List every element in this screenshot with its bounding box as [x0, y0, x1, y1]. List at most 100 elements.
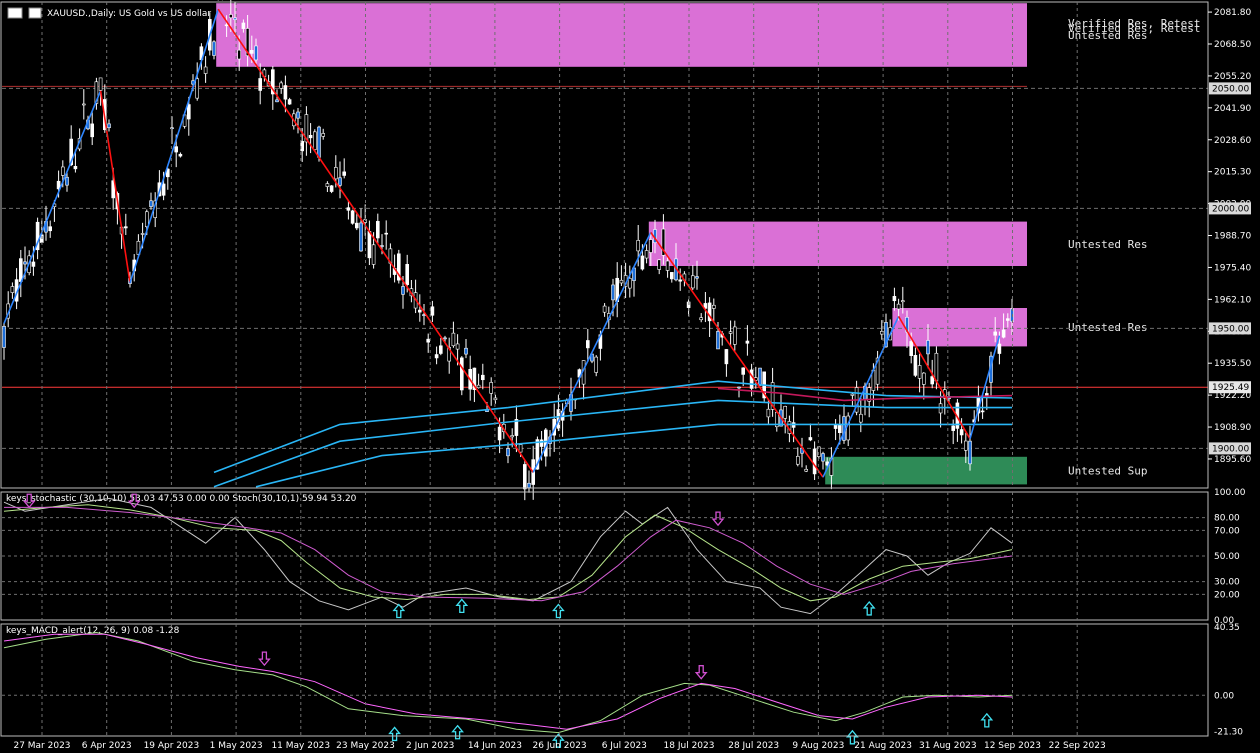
y-tick-label: 2055.20: [1214, 72, 1251, 82]
zigzag-segment: [99, 90, 131, 283]
zone-label: Untested Res: [1068, 238, 1147, 251]
candle-body: [535, 439, 540, 470]
candle-body: [648, 239, 653, 253]
zigzag-segment: [532, 232, 652, 473]
arrow-down-icon: [711, 511, 725, 527]
stoch-green: [3, 504, 1013, 602]
candle-body: [275, 99, 279, 103]
candle-body: [695, 276, 699, 279]
candle-body: [60, 166, 65, 176]
candle-body: [23, 261, 27, 265]
candle-body: [1005, 318, 1010, 321]
candle-body: [585, 340, 590, 349]
candle-body: [174, 146, 178, 153]
candle-body: [472, 367, 477, 390]
candle-body: [766, 408, 771, 418]
y-tick-label: 1922.20: [1214, 391, 1251, 401]
candle-body: [69, 138, 73, 166]
x-tick-label: 27 Mar 2023: [13, 741, 70, 751]
candle-body: [690, 275, 695, 289]
candle-body: [296, 111, 300, 119]
candle-body: [657, 259, 662, 270]
candle-body: [678, 279, 683, 282]
arrow-up-icon: [552, 603, 565, 619]
y-tick-label: 1895.60: [1214, 455, 1251, 465]
candle-body: [350, 210, 355, 224]
macd-tick-label: 40.35: [1214, 623, 1240, 633]
zone-label: Untested Sup: [1068, 465, 1147, 478]
candle-body: [804, 468, 809, 472]
x-tick-label: 18 Jul 2023: [664, 741, 715, 751]
macd-panel[interactable]: keys_MACD_alert(12, 26, 9) 0.08 -1.28: [2, 626, 1208, 748]
zigzag-segment: [822, 316, 900, 478]
candle-body: [884, 322, 888, 348]
candle-body: [783, 405, 788, 419]
candle-body: [926, 340, 930, 355]
candle-body: [325, 183, 330, 187]
candle-body: [665, 260, 670, 271]
candle-body: [321, 133, 326, 137]
stoch-magenta: [4, 506, 1013, 602]
candle-body: [497, 426, 502, 441]
candle-body: [48, 226, 53, 232]
candle-body: [329, 185, 334, 192]
level-label: 2000.00: [1212, 204, 1249, 214]
level-label: 1900.00: [1212, 444, 1249, 454]
candle-body: [203, 66, 208, 74]
resistance-zone: [892, 308, 1027, 347]
x-tick-label: 31 Aug 2023: [919, 741, 977, 751]
candle-body: [997, 343, 1002, 354]
candle-body: [224, 24, 229, 27]
candle-body: [724, 349, 729, 365]
candle-body: [602, 305, 607, 313]
candle-body: [464, 347, 468, 355]
level-label-box: [1209, 82, 1251, 95]
candle-body: [510, 435, 515, 438]
chart-grid-icon[interactable]: [7, 7, 23, 19]
cyan-ma-3: [255, 423, 1012, 488]
resistance-zone: [216, 3, 1027, 67]
x-tick-label: 11 May 2023: [271, 741, 330, 751]
candle-body: [396, 253, 401, 281]
zigzag-segment: [3, 90, 102, 324]
zone-label: Untested Res: [1068, 29, 1147, 42]
arrow-down-icon: [258, 651, 271, 667]
y-tick-label: 1935.50: [1214, 359, 1251, 369]
zigzag-segment: [969, 335, 1001, 440]
candle-body: [342, 171, 347, 176]
chart-flag-icon[interactable]: [28, 7, 42, 19]
x-tick-label: 14 Jun 2023: [468, 741, 522, 751]
level-label: 2050.00: [1212, 84, 1249, 94]
candle-body: [430, 306, 435, 316]
candle-body: [745, 340, 750, 344]
support-zone: [825, 456, 1027, 485]
candle-body: [283, 85, 288, 100]
candle-body: [980, 410, 985, 413]
candle-body: [506, 448, 510, 457]
candle-body: [699, 317, 704, 321]
macd-title: keys_MACD_alert(12, 26, 9) 0.08 -1.28: [6, 626, 180, 636]
stochastic-panel[interactable]: keys_stochastic (30,10,10) 53.03 47.53 0…: [2, 493, 1208, 619]
candle-body: [875, 357, 880, 385]
candle-body: [31, 261, 36, 267]
level-label-box: [1209, 322, 1251, 335]
candle-body: [354, 222, 359, 229]
candle-body: [539, 439, 544, 447]
candle-body: [858, 413, 863, 423]
candle-body: [212, 41, 216, 56]
y-tick-label: 1975.40: [1214, 263, 1251, 273]
candle-body: [716, 331, 720, 350]
candle-body: [317, 126, 321, 158]
candle-body: [140, 233, 145, 235]
candle-body: [254, 45, 258, 61]
candle-body: [661, 228, 666, 256]
candle-body: [741, 367, 746, 375]
candle-body: [161, 183, 166, 196]
candle-body: [166, 168, 170, 178]
candle-body: [1001, 329, 1006, 338]
x-tick-label: 23 May 2023: [336, 741, 395, 751]
candle-body: [90, 123, 94, 138]
